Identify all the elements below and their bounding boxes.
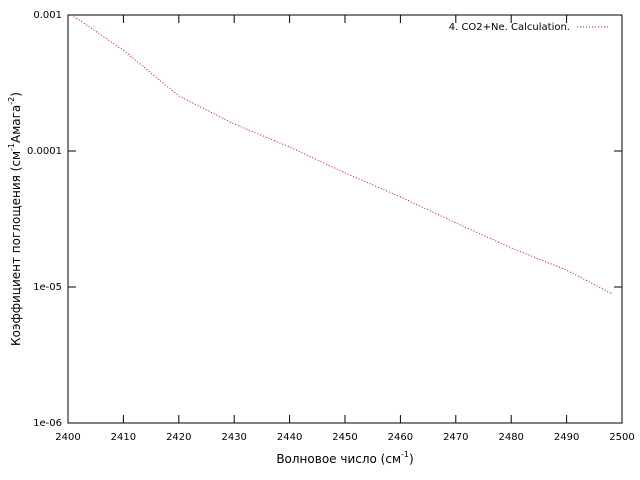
x-label-text: ): [409, 452, 414, 466]
x-tick-label: 2440: [277, 432, 302, 443]
x-tick-label: 2400: [55, 432, 80, 443]
x-tick-label: 2490: [554, 432, 579, 443]
x-tick-label: 2480: [498, 432, 523, 443]
y-label-text: Амага: [9, 105, 23, 143]
legend-label: 4. CO2+Ne. Calculation.: [449, 22, 570, 33]
y-axis-label: Коэффициент поглощения (см-1Амага-2): [7, 92, 23, 346]
y-tick-label: 0.001: [33, 10, 62, 21]
y-label-text: ): [9, 92, 23, 97]
x-tick-label: 2420: [166, 432, 191, 443]
y-tick-label: 1e-06: [33, 418, 62, 429]
y-label-sup: -1: [7, 143, 16, 151]
x-label-text: Волновое число (см: [276, 452, 401, 466]
plot-border: [67, 14, 623, 424]
data-line: [73, 16, 612, 294]
y-tick-label: 0.0001: [27, 146, 62, 157]
x-tick-label: 2410: [111, 432, 136, 443]
y-tick-label: 1e-05: [33, 282, 62, 293]
x-tick-label: 2430: [221, 432, 246, 443]
x-label-sup: -1: [401, 450, 409, 459]
x-tick-label: 2450: [332, 432, 357, 443]
x-axis-label: Волновое число (см-1): [276, 450, 413, 466]
x-tick-label: 2500: [609, 432, 634, 443]
x-tick-label: 2470: [443, 432, 468, 443]
y-label-text: Коэффициент поглощения (см: [9, 151, 23, 346]
x-tick-label: 2460: [388, 432, 413, 443]
y-label-sup: -2: [7, 97, 16, 105]
